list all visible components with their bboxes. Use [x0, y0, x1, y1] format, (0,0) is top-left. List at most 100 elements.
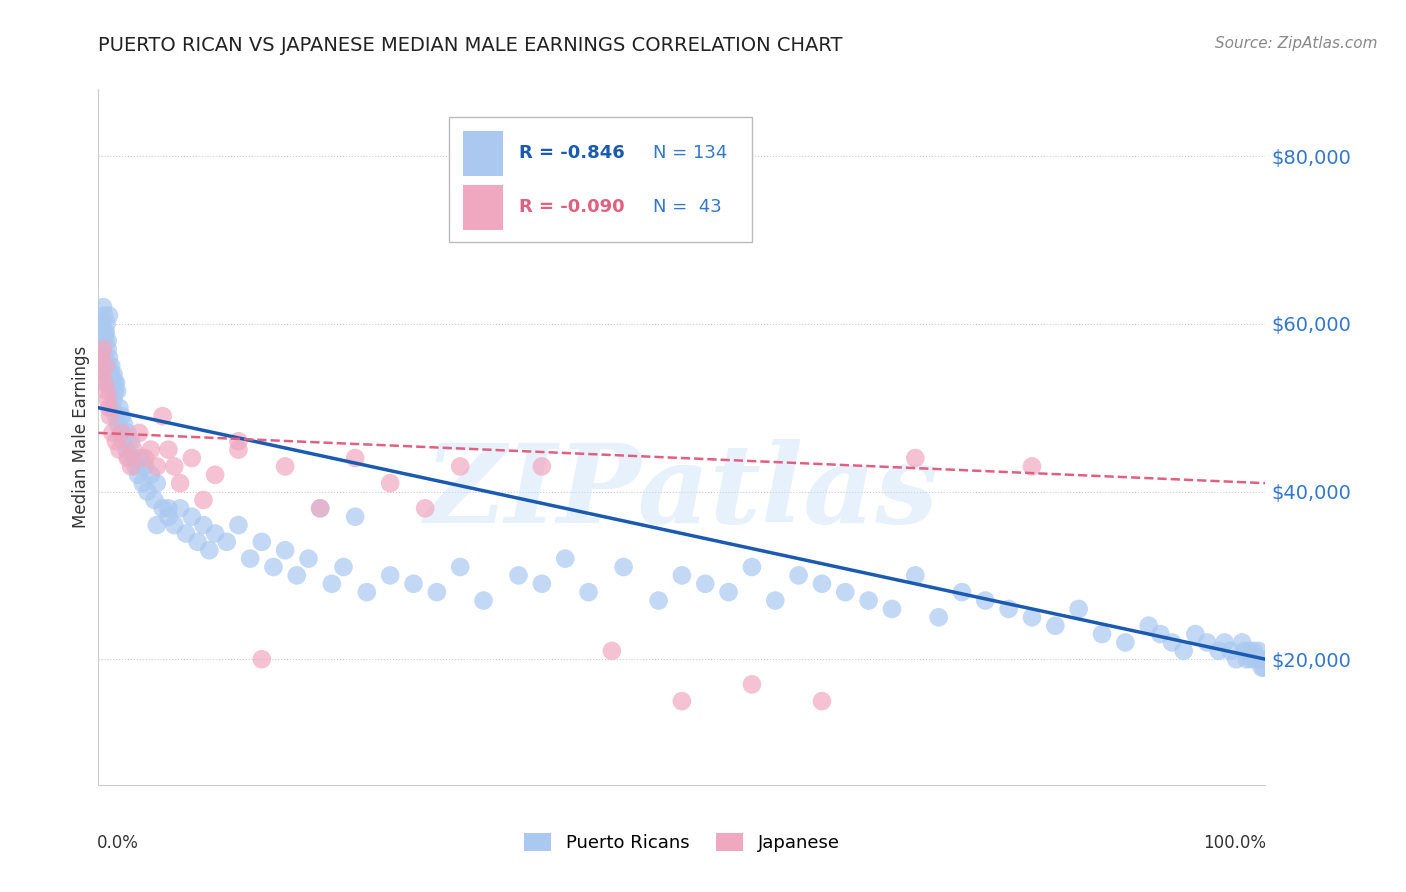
Point	[1243, 644, 1265, 658]
Point	[904, 450, 927, 465]
Point	[163, 518, 186, 533]
Point	[107, 417, 129, 432]
Point	[103, 368, 125, 382]
Point	[1114, 635, 1136, 649]
Point	[134, 450, 156, 465]
Point	[115, 442, 138, 457]
Point	[91, 334, 114, 348]
Point	[97, 334, 120, 348]
Point	[98, 409, 121, 424]
Point	[163, 459, 186, 474]
Point	[950, 585, 973, 599]
Point	[1137, 618, 1160, 632]
Point	[97, 342, 120, 356]
Point	[274, 459, 297, 474]
Point	[250, 534, 273, 549]
Point	[763, 593, 786, 607]
Point	[146, 476, 169, 491]
Text: 100.0%: 100.0%	[1204, 834, 1267, 852]
Point	[139, 467, 162, 482]
Point	[413, 501, 436, 516]
Point	[108, 401, 131, 415]
Point	[97, 309, 120, 323]
Text: N =  43: N = 43	[652, 199, 721, 217]
Point	[152, 409, 174, 424]
Point	[90, 368, 112, 382]
Point	[344, 509, 367, 524]
Point	[129, 450, 152, 465]
Point	[93, 351, 115, 365]
Text: R = -0.090: R = -0.090	[519, 199, 624, 217]
Point	[97, 351, 120, 365]
Point	[139, 442, 162, 457]
Point	[97, 376, 120, 390]
Point	[554, 551, 576, 566]
Point	[120, 459, 142, 474]
Point	[1149, 627, 1171, 641]
Point	[91, 300, 114, 314]
Point	[578, 585, 600, 599]
Point	[508, 568, 530, 582]
Bar	[463, 131, 503, 177]
Point	[880, 602, 903, 616]
Point	[101, 376, 124, 390]
Point	[104, 384, 127, 398]
Text: ZIPatlas: ZIPatlas	[425, 439, 939, 547]
Point	[152, 501, 174, 516]
Point	[103, 392, 125, 407]
Point	[449, 459, 471, 474]
Point	[811, 576, 834, 591]
Point	[215, 534, 238, 549]
Point	[1225, 652, 1247, 666]
Point	[858, 593, 880, 607]
Point	[111, 409, 134, 424]
Point	[157, 509, 180, 524]
Point	[193, 518, 215, 533]
Point	[187, 534, 209, 549]
Point	[1045, 618, 1067, 632]
Point	[380, 568, 402, 582]
Point	[117, 425, 139, 440]
Point	[613, 560, 636, 574]
Point	[239, 551, 262, 566]
Y-axis label: Median Male Earnings: Median Male Earnings	[72, 346, 90, 528]
Point	[530, 459, 553, 474]
Point	[997, 602, 1019, 616]
Point	[146, 518, 169, 533]
Point	[695, 576, 717, 591]
Point	[118, 450, 141, 465]
Point	[112, 417, 135, 432]
Point	[1208, 644, 1230, 658]
Point	[90, 326, 112, 340]
Point	[111, 434, 134, 449]
Point	[98, 384, 121, 398]
Point	[97, 392, 120, 407]
Point	[1195, 635, 1218, 649]
Point	[297, 551, 319, 566]
Point	[193, 492, 215, 507]
Point	[157, 442, 180, 457]
Point	[128, 425, 150, 440]
Point	[146, 459, 169, 474]
Point	[904, 568, 927, 582]
Point	[472, 593, 495, 607]
Point	[134, 459, 156, 474]
Point	[180, 509, 202, 524]
Point	[204, 526, 226, 541]
Point	[228, 518, 250, 533]
Point	[671, 694, 693, 708]
Point	[1091, 627, 1114, 641]
Point	[1253, 660, 1275, 674]
Point	[100, 359, 122, 373]
Point	[1251, 652, 1274, 666]
Point	[97, 359, 120, 373]
Point	[741, 677, 763, 691]
Point	[600, 644, 623, 658]
Point	[274, 543, 297, 558]
Point	[157, 501, 180, 516]
Point	[262, 560, 284, 574]
Text: R = -0.846: R = -0.846	[519, 145, 624, 162]
Point	[1067, 602, 1090, 616]
Point	[1244, 652, 1267, 666]
Point	[1236, 652, 1258, 666]
